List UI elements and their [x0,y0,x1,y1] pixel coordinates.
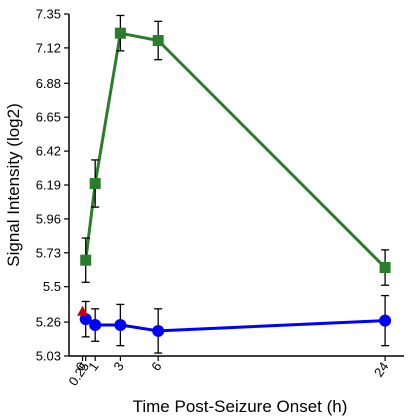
y-tick-label: 5.73 [36,245,61,260]
x-axis-title: Time Post-Seizure Onset (h) [133,397,348,416]
y-tick-label: 5.96 [36,211,61,226]
series-layer [77,14,392,354]
data-point [79,313,92,326]
data-point [379,314,392,327]
data-point [379,262,391,274]
y-tick-label: 5.03 [36,349,61,364]
y-axis-title: Signal Intensity (log2) [4,103,23,266]
series-line [84,31,387,269]
y-tick-label: 6.19 [36,178,61,193]
y-tick-label: 6.42 [36,144,61,159]
x-tick-label: 24 [371,359,392,379]
x-tick-label: 6 [148,359,164,374]
series-line [84,317,386,333]
y-tick-label: 6.88 [36,76,61,91]
y-tick-label: 7.12 [36,40,61,55]
series-circle [79,294,392,354]
y-tick-label: 5.26 [36,315,61,330]
data-point [114,319,127,332]
y-tick-label: 5.5 [43,279,61,294]
data-point [80,254,92,266]
y-tick-label: 7.35 [36,7,61,22]
x-tick-label: 3 [110,359,126,374]
data-point [114,27,126,39]
data-point [152,324,165,337]
data-point [152,35,164,47]
series-square [80,14,391,286]
data-point [77,305,89,316]
x-ticks: 00.251 3 6 24 [65,356,392,388]
series-triangle [77,305,89,316]
data-point [89,319,102,332]
y-ticks: 5.03 5.26 5.5 5.73 5.96 6.19 6.42 6.65 6.88 7.12 7… [36,7,69,364]
data-point [89,178,101,190]
y-tick-label: 6.65 [36,110,61,125]
